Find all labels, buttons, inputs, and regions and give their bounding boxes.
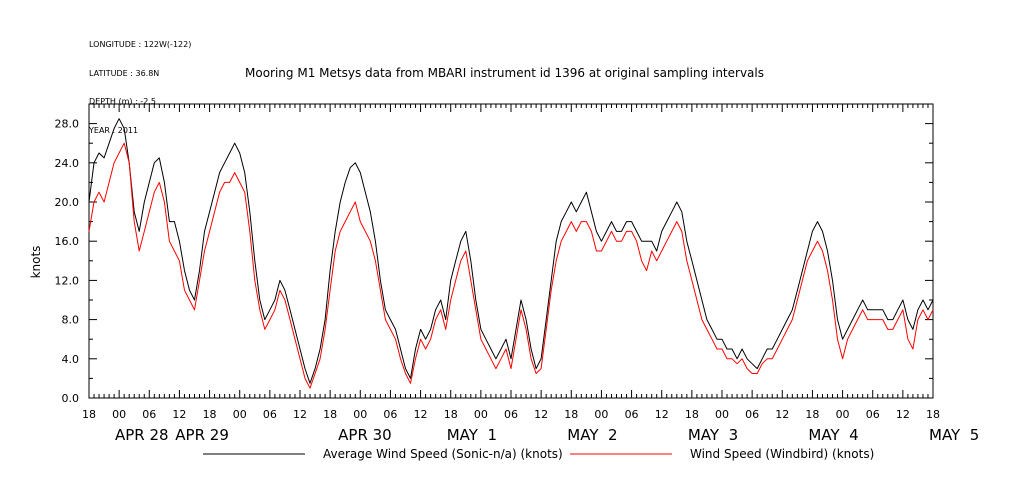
x-tick-label: 06 — [142, 408, 156, 421]
x-tick-label: 06 — [383, 408, 397, 421]
series-line-windbird — [88, 142, 934, 389]
x-tick-label: 12 — [414, 408, 428, 421]
legend-label-sonic: Average Wind Speed (Sonic-n/a) (knots) — [323, 447, 563, 461]
date-label: APR 30 — [338, 426, 392, 444]
x-tick-label: 12 — [896, 408, 910, 421]
x-tick-label: 12 — [293, 408, 307, 421]
y-tick-label: 20.0 — [55, 196, 80, 209]
x-tick-label: 00 — [474, 408, 488, 421]
series-line-sonic — [88, 118, 934, 384]
x-tick-label: 00 — [353, 408, 367, 421]
date-label: MAY 1 — [447, 426, 497, 444]
x-tick-label: 12 — [775, 408, 789, 421]
x-tick-label: 12 — [655, 408, 669, 421]
date-label: MAY 4 — [808, 426, 858, 444]
y-axis-label: knots — [29, 246, 43, 279]
legend: Average Wind Speed (Sonic-n/a) (knots) W… — [203, 447, 874, 461]
date-label: MAY 2 — [567, 426, 617, 444]
meta-latitude: LATITUDE : 36.8N — [89, 68, 160, 78]
x-tick-label: 06 — [866, 408, 880, 421]
x-tick-label: 18 — [323, 408, 337, 421]
x-tick-label: 00 — [715, 408, 729, 421]
x-tick-label: 00 — [836, 408, 850, 421]
x-tick-label: 18 — [564, 408, 578, 421]
series-layer — [88, 118, 934, 389]
x-tick-label: 12 — [172, 408, 186, 421]
date-label: MAY 5 — [929, 426, 979, 444]
y-tick-label: 4.0 — [62, 353, 80, 366]
x-tick-label: 00 — [112, 408, 126, 421]
x-tick-label: 18 — [203, 408, 217, 421]
metadata-block: LONGITUDE : 122W(-122) LATITUDE : 36.8N … — [89, 21, 191, 145]
x-tick-label: 06 — [504, 408, 518, 421]
y-axis-ticks: 0.0 4.0 8.0 12.0 16.0 20.0 24.0 28.0 — [55, 103, 933, 405]
y-tick-label: 0.0 — [62, 392, 80, 405]
date-label: APR 28 — [115, 426, 169, 444]
x-tick-label: 00 — [594, 408, 608, 421]
meta-longitude: LONGITUDE : 122W(-122) — [89, 40, 192, 49]
x-tick-label: 18 — [805, 408, 819, 421]
x-tick-label: 18 — [444, 408, 458, 421]
x-tick-label: 06 — [745, 408, 759, 421]
x-tick-label: 06 — [625, 408, 639, 421]
legend-label-windbird: Wind Speed (Windbird) (knots) — [690, 447, 874, 461]
meta-depth: DEPTH (m) : -2.5 — [89, 97, 156, 106]
y-tick-label: 28.0 — [55, 118, 80, 131]
x-tick-label: 18 — [926, 408, 940, 421]
date-label: MAY 3 — [688, 426, 738, 444]
plot-frame — [88, 103, 934, 399]
x-tick-label: 00 — [233, 408, 247, 421]
x-tick-label: 18 — [82, 408, 96, 421]
y-tick-label: 12.0 — [55, 274, 80, 287]
x-axis-ticks: 18 00 06 12 18 00 06 12 18 00 06 12 18 00 06 12 18 00 06 12… — [82, 104, 979, 444]
x-tick-label: 06 — [263, 408, 277, 421]
date-label: APR 29 — [175, 426, 229, 444]
x-tick-label: 18 — [685, 408, 699, 421]
x-tick-label: 12 — [534, 408, 548, 421]
chart-title: Mooring M1 Metsys data from MBARI instru… — [245, 66, 764, 80]
y-tick-label: 8.0 — [62, 314, 80, 327]
y-tick-label: 16.0 — [55, 235, 80, 248]
y-tick-label: 24.0 — [55, 157, 80, 170]
